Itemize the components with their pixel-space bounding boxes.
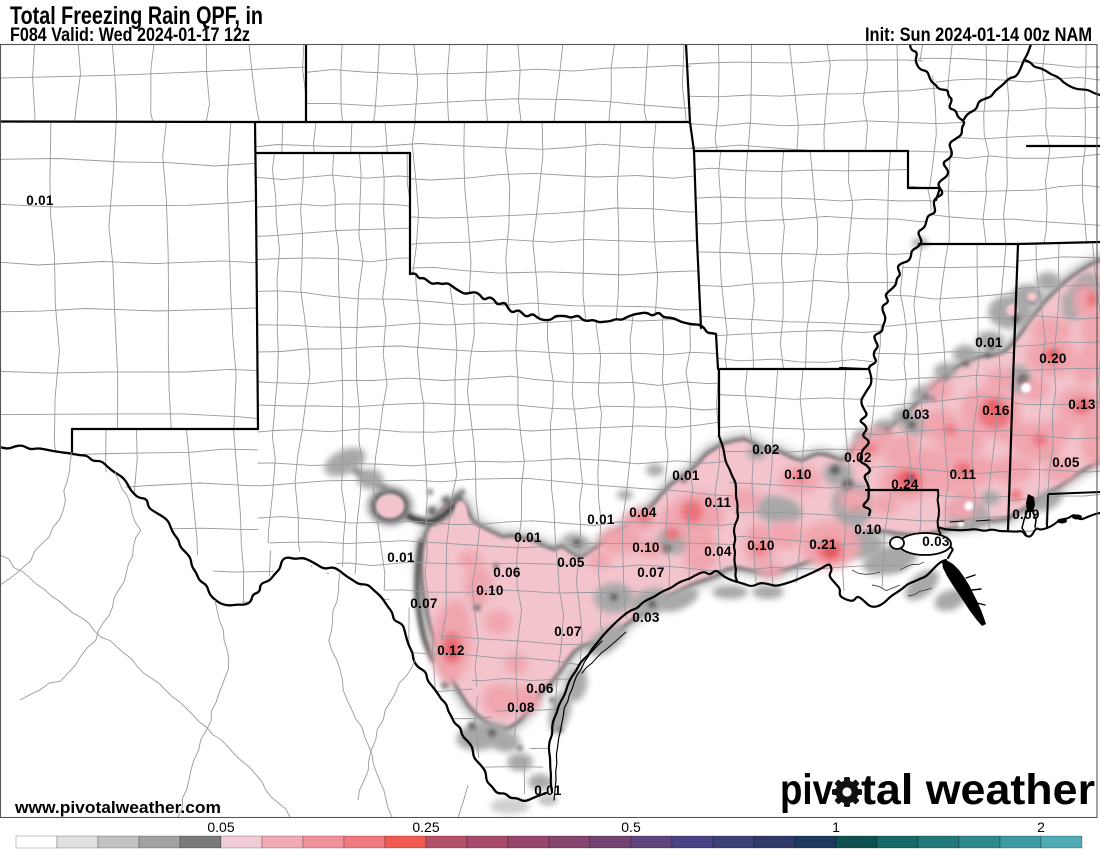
svg-text:0.06: 0.06 [493,565,521,580]
svg-text:0.01: 0.01 [587,512,615,527]
svg-text:0.02: 0.02 [844,450,871,465]
svg-text:0.05: 0.05 [1052,455,1080,470]
svg-text:0.01: 0.01 [514,530,542,545]
svg-text:0.02: 0.02 [752,442,779,457]
svg-text:0.11: 0.11 [950,467,977,482]
svg-text:0.21: 0.21 [809,537,837,552]
svg-text:0.01: 0.01 [534,783,562,798]
svg-text:0.03: 0.03 [632,610,660,625]
svg-text:0.25: 0.25 [412,819,439,835]
svg-text:0.07: 0.07 [554,624,581,639]
svg-text:0.06: 0.06 [526,681,554,696]
svg-text:0.13: 0.13 [1068,397,1096,412]
svg-text:0.05: 0.05 [207,819,234,835]
svg-text:www.pivotalweather.com: www.pivotalweather.com [14,798,221,817]
svg-text:0.24: 0.24 [891,477,919,492]
svg-text:Init: Sun 2024-01-14 00z NAM: Init: Sun 2024-01-14 00z NAM [865,25,1092,46]
svg-text:0.01: 0.01 [672,468,700,483]
svg-text:0.01: 0.01 [26,193,54,208]
svg-text:0.10: 0.10 [747,538,774,553]
svg-text:0.01: 0.01 [975,335,1003,350]
svg-text:0.07: 0.07 [410,596,437,611]
svg-text:F084 Valid: Wed 2024-01-17 12z: F084 Valid: Wed 2024-01-17 12z [10,25,250,46]
svg-text:0.5: 0.5 [621,819,641,835]
svg-text:0.07: 0.07 [637,565,664,580]
svg-text:0.11: 0.11 [705,495,732,510]
svg-text:0.10: 0.10 [784,467,811,482]
svg-text:0.16: 0.16 [982,403,1010,418]
svg-text:piv: piv [780,766,833,814]
svg-text:Total Freezing Rain QPF, in: Total Freezing Rain QPF, in [10,2,263,30]
svg-text:0.05: 0.05 [557,555,585,570]
svg-text:0.20: 0.20 [1039,351,1066,366]
svg-text:0.01: 0.01 [387,550,415,565]
svg-text:0.10: 0.10 [854,522,881,537]
svg-text:0.03: 0.03 [922,534,950,549]
svg-text:0.04: 0.04 [629,505,657,520]
svg-text:2: 2 [1037,819,1045,835]
svg-text:0.08: 0.08 [507,700,535,715]
svg-text:tal weather: tal weather [861,766,1095,814]
svg-text:0.09: 0.09 [1012,507,1039,522]
svg-text:0.10: 0.10 [632,540,659,555]
svg-text:0.12: 0.12 [437,643,464,658]
svg-text:0.04: 0.04 [704,544,732,559]
svg-text:0.03: 0.03 [902,407,930,422]
svg-text:0.10: 0.10 [476,583,503,598]
svg-text:1: 1 [832,819,840,835]
